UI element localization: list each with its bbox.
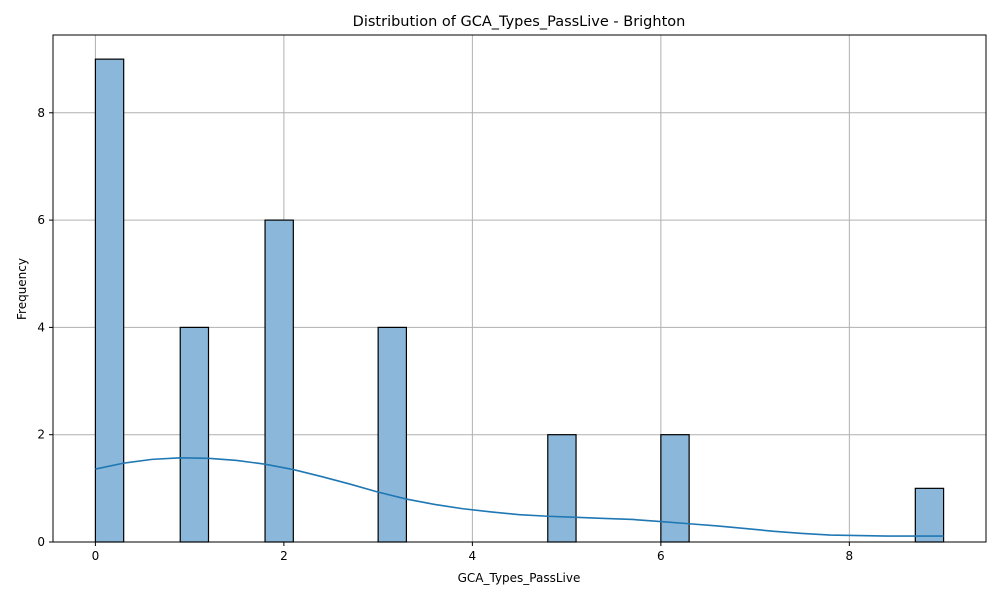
histogram-bar [914,487,945,543]
y-tick-label: 8 [37,106,45,120]
x-axis-label: GCA_Types_PassLive [458,571,581,585]
histogram-bar [94,58,125,543]
x-tick-label: 6 [657,549,665,563]
histogram-bar [179,326,210,543]
histogram-bar [264,219,294,543]
y-tick-label: 4 [37,320,45,334]
kde-layer [95,456,944,537]
kde-line [95,456,944,537]
y-tick-label: 6 [37,213,45,227]
axes-layer: 0 2 4 6 8 0 2 4 6 8 [37,34,987,563]
x-tick-label: 8 [846,549,854,563]
chart-title: Distribution of GCA_Types_PassLive - Bri… [353,14,686,30]
y-tick-label: 2 [37,428,45,442]
histogram-bar [377,326,408,543]
y-tick-label: 0 [37,535,45,549]
x-tick-label: 2 [280,549,288,563]
x-tick-label: 0 [92,549,100,563]
bar-layer [94,58,945,543]
plot-frame [52,34,987,543]
histogram-bar [547,434,577,543]
y-axis-label: Frequency [15,258,29,320]
histogram-bar [660,434,690,543]
x-tick-label: 4 [469,549,477,563]
